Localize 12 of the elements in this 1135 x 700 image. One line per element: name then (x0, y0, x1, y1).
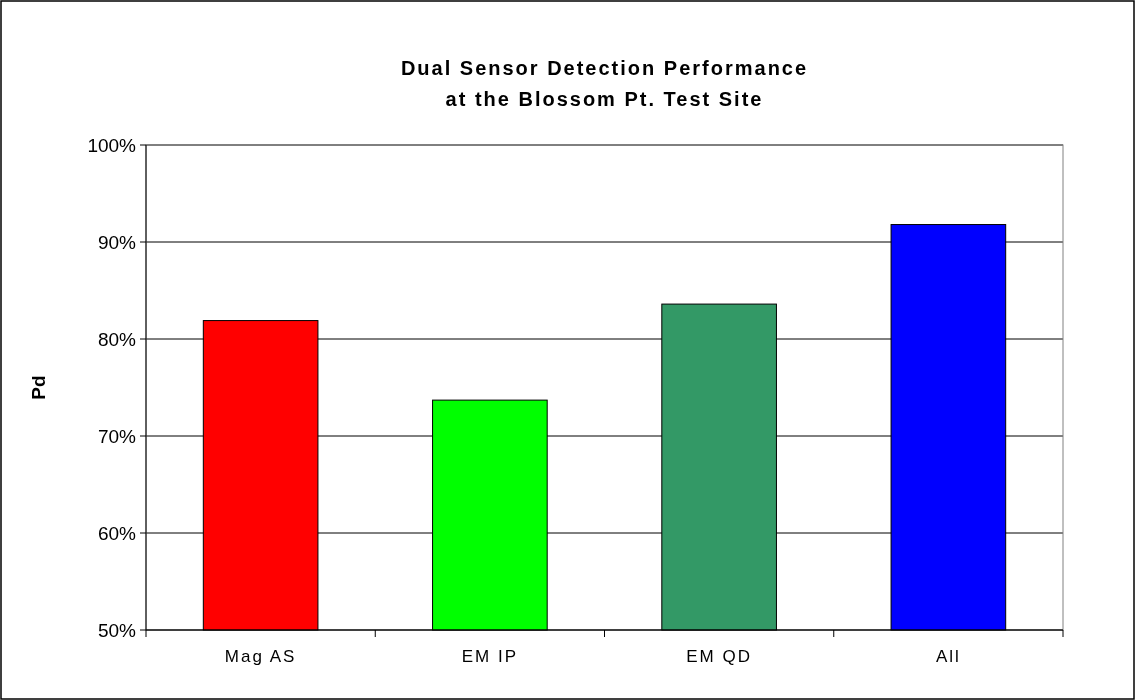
chart-title: Dual Sensor Detection Performance at the Blossom Pt. Test Site (400, 57, 809, 110)
y-tick-label: 80% (97, 328, 137, 350)
y-tick-label: 50% (97, 619, 137, 641)
y-tick-label: 60% (97, 522, 137, 544)
y-tick-label: 100% (87, 134, 137, 156)
y-tick-label: 70% (97, 425, 137, 447)
x-tick-label: EM QD (686, 647, 752, 666)
y-axis-title: Pd (28, 375, 49, 400)
x-tick-label: EM IP (461, 647, 519, 666)
x-tick-label: All (935, 647, 961, 666)
x-tick-label: Mag AS (224, 647, 297, 666)
y-tick-label: 90% (97, 231, 137, 253)
